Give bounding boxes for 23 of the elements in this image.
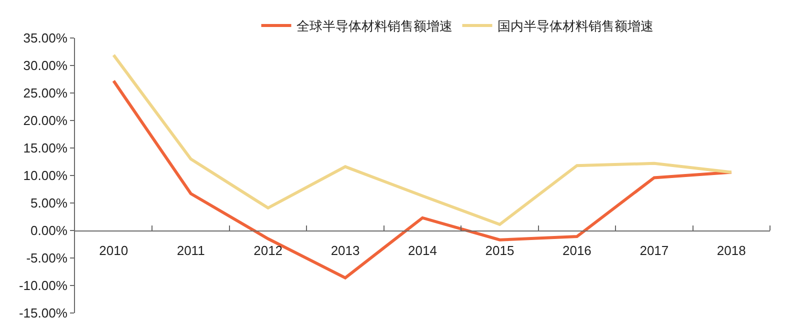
x-tick-label: 2014 (408, 243, 437, 258)
x-tick-label: 2017 (640, 243, 669, 258)
legend-label: 国内半导体材料销售额增速 (497, 18, 654, 34)
y-tick-label: 20.00% (23, 113, 68, 128)
legend-label: 全球半导体材料销售额增速 (296, 18, 452, 34)
y-tick-label: 35.00% (23, 30, 68, 46)
y-tick-label: 30.00% (23, 58, 68, 74)
x-tick-label: 2010 (99, 243, 128, 258)
y-tick-label: 10.00% (23, 168, 68, 184)
y-tick-label: -15.00% (18, 306, 68, 321)
line-series (112, 54, 733, 226)
x-tick-label: 2016 (562, 243, 592, 258)
x-tick-label: 2012 (254, 243, 283, 258)
y-tick-label: -10.00% (18, 278, 68, 294)
y-tick-label: 25.00% (23, 86, 68, 101)
y-tick-label: 5.00% (30, 196, 68, 211)
x-tick-label: 2011 (176, 243, 205, 258)
y-tick-label: -5.00% (26, 250, 68, 266)
y-tick-label: 0.00% (30, 223, 68, 238)
x-tick-label: 2015 (485, 243, 514, 258)
x-tick-label: 2018 (716, 243, 746, 258)
x-tick-label: 2013 (330, 243, 360, 258)
y-tick-label: 15.00% (23, 140, 68, 156)
